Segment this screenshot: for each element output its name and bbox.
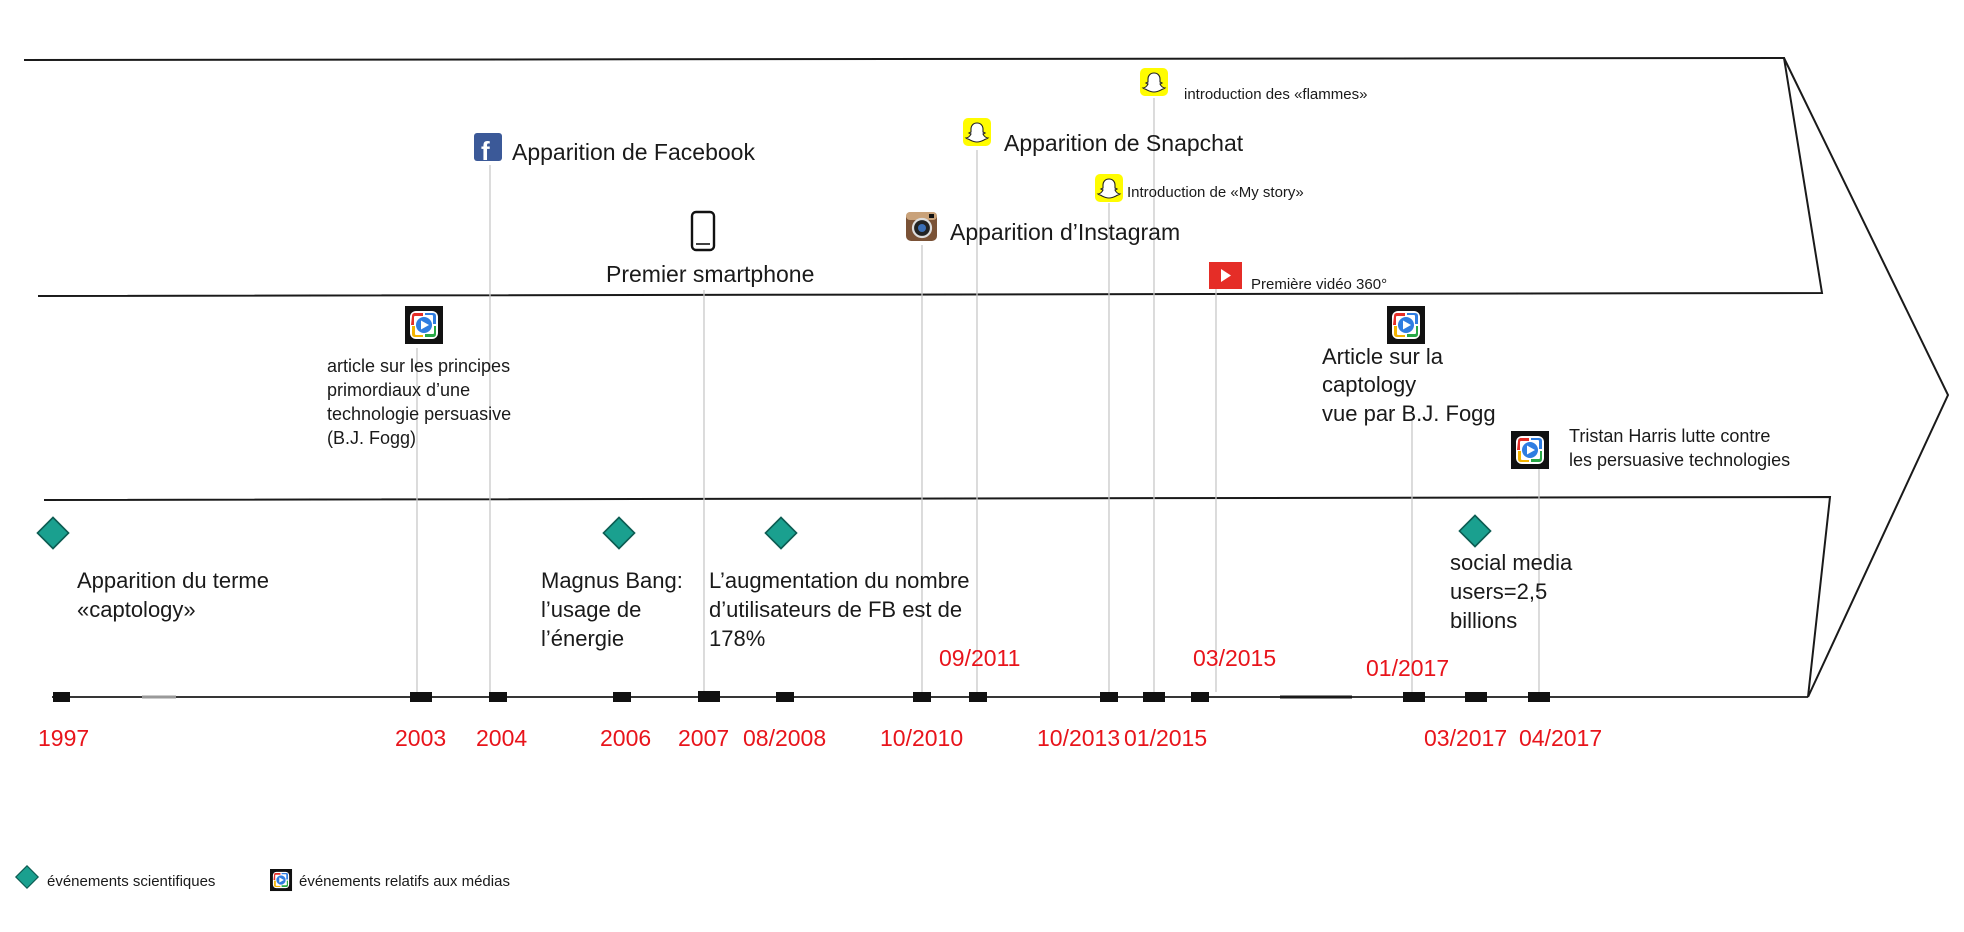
legend-media: événements relatifs aux médias — [270, 869, 510, 892]
snapchat-label: Apparition de Snapchat — [1004, 130, 1244, 156]
event-fogg-captology: Article sur la captology vue par B.J. Fo… — [1322, 306, 1496, 426]
date-label-2006: 2006 — [600, 725, 651, 751]
date-label-082008: 08/2008 — [743, 725, 826, 751]
event-fogg-article: article sur les principes primordiaux d’… — [327, 306, 511, 448]
tick-012015 — [1143, 692, 1165, 702]
magnus-line-2: l’usage de — [541, 597, 641, 622]
date-label-2007: 2007 — [678, 725, 729, 751]
snapchat-icon — [1139, 67, 1169, 97]
my-story-label: Introduction de «My story» — [1127, 184, 1304, 201]
tick-082008 — [776, 692, 794, 702]
event-tristan: Tristan Harris lutte contre les persuasi… — [1511, 426, 1790, 470]
facebook-label: Apparition de Facebook — [512, 139, 755, 165]
tristan-line-2: les persuasive technologies — [1569, 450, 1790, 470]
youtube-icon — [1209, 262, 1242, 289]
snapchat-icon — [1094, 173, 1124, 203]
facebook-icon: f — [474, 133, 502, 166]
fogg-article-line-4: (B.J. Fogg) — [327, 428, 416, 448]
date-label-042017: 04/2017 — [1519, 725, 1602, 751]
diamond-icon — [602, 516, 636, 550]
legend-scientific-label: événements scientifiques — [47, 873, 215, 890]
svg-text:f: f — [481, 136, 490, 166]
media-player-icon — [1511, 431, 1549, 469]
tick-092011 — [969, 692, 987, 702]
legend-scientific: événements scientifiques — [15, 865, 215, 890]
media-player-icon — [1387, 306, 1425, 344]
legend-media-label: événements relatifs aux médias — [299, 873, 510, 890]
smartphone-icon — [690, 210, 716, 252]
date-labels: 1997 2003 2004 2006 2007 08/2008 10/2010… — [38, 645, 1602, 751]
date-label-092011: 09/2011 — [939, 645, 1020, 671]
event-facebook: f Apparition de Facebook — [474, 133, 755, 166]
event-snapchat: Apparition de Snapchat — [962, 117, 1244, 156]
connector-lines — [416, 98, 1540, 692]
date-label-032017: 03/2017 — [1424, 725, 1507, 751]
diamond-icon — [764, 516, 798, 550]
fogg-captology-line-1: Article sur la — [1322, 344, 1444, 369]
tick-042017 — [1528, 692, 1550, 702]
date-label-012015: 01/2015 — [1124, 725, 1207, 751]
date-label-1997: 1997 — [38, 725, 89, 751]
event-social-media: social media users=2,5 billions — [1450, 514, 1573, 633]
social-media-line-2: users=2,5 — [1450, 579, 1547, 604]
tick-102010 — [913, 692, 931, 702]
tick-2006 — [613, 692, 631, 702]
diamond-icon — [15, 865, 39, 889]
date-label-102013: 10/2013 — [1037, 725, 1120, 751]
event-instagram: Apparition d’Instagram — [906, 212, 1180, 245]
flammes-label: introduction des «flammes» — [1184, 86, 1367, 103]
tick-2007 — [698, 691, 720, 702]
social-media-line-3: billions — [1450, 608, 1517, 633]
tick-2004 — [489, 692, 507, 702]
snapchat-icon — [962, 117, 992, 147]
event-smartphone: Premier smartphone — [606, 210, 814, 287]
instagram-icon — [906, 212, 937, 241]
fb-growth-line-3: 178% — [709, 626, 765, 651]
video360-label: Première vidéo 360° — [1251, 276, 1387, 293]
legend: événements scientifiques événements rela… — [15, 865, 510, 892]
date-label-2004: 2004 — [476, 725, 527, 751]
top-band — [23, 56, 1824, 297]
date-label-012017: 01/2017 — [1366, 655, 1449, 681]
tick-1997 — [53, 692, 70, 702]
date-label-102010: 10/2010 — [880, 725, 963, 751]
captology-term-line-1: Apparition du terme — [77, 568, 269, 593]
event-magnus: Magnus Bang: l’usage de l’énergie — [541, 516, 683, 651]
tick-032017 — [1465, 692, 1487, 702]
event-my-story: Introduction de «My story» — [1094, 173, 1304, 203]
fb-growth-line-1: L’augmentation du nombre — [709, 568, 970, 593]
tristan-line-1: Tristan Harris lutte contre — [1569, 426, 1770, 446]
event-video360: Première vidéo 360° — [1209, 262, 1387, 293]
fb-growth-line-2: d’utilisateurs de FB est de — [709, 597, 962, 622]
fogg-captology-line-2: captology — [1322, 372, 1416, 397]
date-label-2003: 2003 — [395, 725, 446, 751]
tick-032015 — [1191, 692, 1209, 702]
magnus-line-1: Magnus Bang: — [541, 568, 683, 593]
fogg-captology-line-3: vue par B.J. Fogg — [1322, 401, 1496, 426]
arrow-head — [1783, 57, 1950, 698]
diamond-icon — [1458, 514, 1492, 548]
fogg-article-line-3: technologie persuasive — [327, 404, 511, 424]
tick-2003 — [410, 692, 432, 702]
tick-102013 — [1100, 692, 1118, 702]
fogg-article-line-1: article sur les principes — [327, 356, 510, 376]
media-player-icon — [405, 306, 443, 344]
media-player-icon — [270, 869, 293, 892]
magnus-line-3: l’énergie — [541, 626, 624, 651]
diamond-icon — [36, 516, 70, 550]
social-media-line-1: social media — [1450, 550, 1573, 575]
event-captology-term: Apparition du terme «captology» — [36, 516, 269, 622]
event-fb-growth: L’augmentation du nombre d’utilisateurs … — [709, 516, 970, 651]
fogg-article-line-2: primordiaux d’une — [327, 380, 470, 400]
tick-012017 — [1403, 692, 1425, 702]
timeline-arrow — [23, 56, 1950, 698]
bottom-band — [43, 495, 1832, 698]
smartphone-label: Premier smartphone — [606, 261, 814, 287]
tick-marks — [53, 691, 1550, 702]
event-flammes: introduction des «flammes» — [1139, 67, 1367, 103]
date-label-032015: 03/2015 — [1193, 645, 1276, 671]
captology-term-line-2: «captology» — [77, 597, 196, 622]
instagram-label: Apparition d’Instagram — [950, 219, 1180, 245]
